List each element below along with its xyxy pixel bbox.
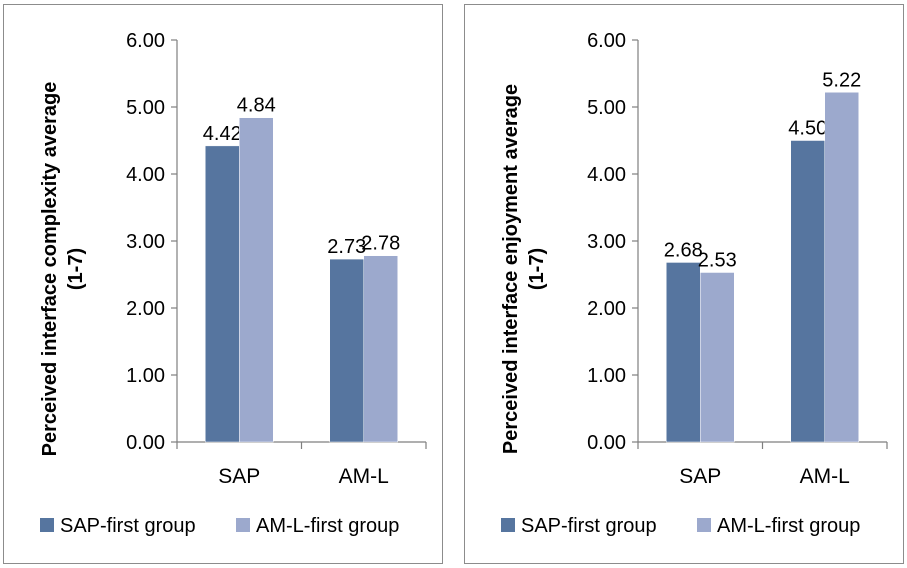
y-tick-label: 5.00 [126, 97, 165, 119]
y-tick-label: 0.00 [587, 432, 626, 454]
data-label: 2.68 [664, 239, 703, 261]
x-category-label: AM-L [339, 465, 389, 488]
y-tick-label: 4.00 [587, 164, 626, 186]
y-tick-label: 4.00 [126, 164, 165, 186]
bar-sap-first-group [666, 262, 701, 443]
legend-label: AM-L-first group [256, 515, 399, 537]
complexity-chart: 0.00 1.00 2.00 3.00 4.00 5.00 6.00 SAP 4.42 4.84 A… [39, 30, 427, 537]
y-axis-title-line: Perceived interface enjoyment average [500, 84, 522, 454]
y-axis-title-line: (1-7) [526, 248, 548, 290]
data-label: 2.73 [327, 236, 366, 258]
bar-am-l-first-group [700, 272, 735, 443]
y-axis-title-line: (1-7) [65, 248, 87, 290]
data-label: 5.22 [822, 69, 861, 91]
legend-swatch-0 [40, 518, 54, 532]
legend-swatch-0 [501, 518, 515, 532]
legend-swatch-1 [697, 518, 711, 532]
data-label: 4.42 [203, 123, 242, 145]
data-label: 4.84 [237, 95, 276, 117]
legend-label: AM-L-first group [717, 515, 860, 537]
x-category-label: AM-L [800, 465, 850, 488]
y-axis-title: Perceived interface complexity average (1… [39, 82, 87, 457]
y-tick-label: 3.00 [587, 231, 626, 253]
bar-sap-first-group [205, 145, 240, 443]
bar-am-l-first-group [824, 92, 859, 443]
bar-sap-first-group [329, 258, 364, 443]
y-axis-title-line: Perceived interface complexity average [39, 82, 61, 457]
data-label: 4.50 [788, 118, 827, 140]
bar-am-l-first-group [239, 117, 274, 443]
bar-am-l-first-group [363, 255, 398, 443]
enjoyment-chart: 0.00 1.00 2.00 3.00 4.00 5.00 6.00 SAP 2.682.53 A… [500, 30, 888, 537]
data-label: 2.78 [361, 233, 400, 255]
x-category-label: SAP [679, 465, 721, 488]
legend-swatch-1 [236, 518, 250, 532]
y-tick-label: 1.00 [587, 365, 626, 387]
y-tick-label: 3.00 [126, 231, 165, 253]
enjoyment-chart-panel: 0.00 1.00 2.00 3.00 4.00 5.00 6.00 SAP 2.68 2.53 A… [464, 4, 904, 564]
complexity-chart-panel: 0.00 1.00 2.00 3.00 4.00 5.00 6.00 SAP 4.42 4.84 A… [3, 4, 443, 564]
y-tick-label: 1.00 [126, 365, 165, 387]
bar-sap-first-group [790, 140, 825, 443]
data-label: 2.53 [698, 249, 737, 271]
x-category-label: SAP [218, 465, 260, 488]
y-tick-label: 5.00 [587, 97, 626, 119]
y-tick-label: 2.00 [126, 298, 165, 320]
y-tick-label: 6.00 [126, 30, 165, 52]
y-tick-label: 6.00 [587, 30, 626, 52]
y-tick-label: 0.00 [126, 432, 165, 454]
legend-label: SAP-first group [521, 515, 657, 537]
legend-label: SAP-first group [60, 515, 196, 537]
y-axis-title: Perceived interface enjoyment average (1-… [500, 84, 548, 454]
y-tick-label: 2.00 [587, 298, 626, 320]
